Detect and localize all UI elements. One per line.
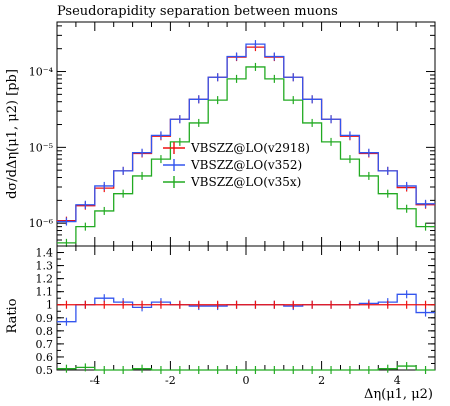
ratio-x-tick-label: -4 [89, 374, 100, 387]
main-series-group [57, 40, 435, 247]
ratio-y-tick-label: 0.7 [36, 338, 54, 351]
ratio-series-1-line [57, 293, 435, 323]
x-axis-label: Δη(μ1, μ2) [364, 387, 433, 402]
ratio-y-tick-label: 0.5 [36, 364, 54, 377]
ratio-y-tick-label: 0.9 [36, 312, 54, 325]
legend-entry: VBSZZ@LO(v35x) [190, 175, 301, 189]
ratio-y-tick-label: 1.3 [36, 260, 54, 273]
ratio-y-tick-label: 1.1 [36, 286, 54, 299]
ratio-y-axis: 0.50.60.70.80.911.11.21.31.4 [36, 247, 435, 377]
ratio-series-group [57, 290, 435, 374]
ratio-x-tick-label: 4 [394, 374, 401, 387]
chart-title: Pseudorapidity separation between muons [57, 4, 338, 19]
main-y-tick-label: 10⁻⁴ [29, 66, 54, 79]
ratio-y-tick-label: 0.8 [36, 325, 54, 338]
main-y-axis-label: dσ/dΔη(μ1, μ2) [pb] [5, 69, 20, 199]
ratio-x-tick-label: -2 [165, 374, 176, 387]
legend: VBSZZ@LO(v2918) VBSZZ@LO(v352) VBSZZ@LO(v3… [163, 141, 310, 189]
main-y-tick-label: 10⁻⁵ [29, 141, 53, 154]
main-y-tick-label: 10⁻⁶ [29, 217, 54, 230]
ratio-y-tick-label: 1 [46, 299, 53, 312]
ratio-panel-frame [56, 245, 436, 371]
ratio-y-axis-label: Ratio [5, 298, 20, 333]
legend-entry: VBSZZ@LO(v352) [190, 158, 302, 172]
ratio-y-tick-label: 1.2 [36, 273, 54, 286]
ratio-x-tick-label: 0 [243, 374, 250, 387]
main-x-ticks [56, 22, 436, 246]
legend-entry: VBSZZ@LO(v2918) [190, 141, 310, 155]
ratio-x-axis: -4 -2 0 2 4 [56, 246, 436, 387]
ratio-y-tick-label: 1.4 [36, 247, 54, 260]
main-y-axis: 10⁻⁶ 10⁻⁵ 10⁻⁴ [29, 25, 435, 241]
ratio-y-tick-label: 0.6 [36, 351, 54, 364]
ratio-x-tick-label: 2 [318, 374, 325, 387]
